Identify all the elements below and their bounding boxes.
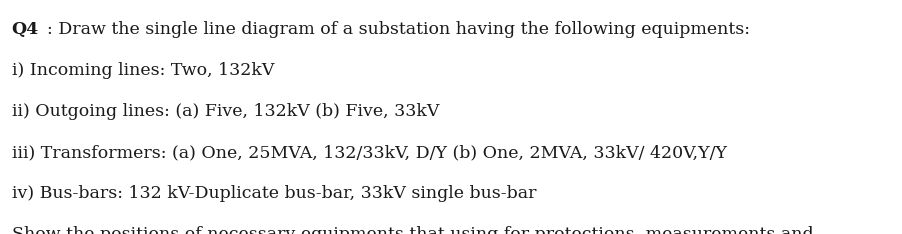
Text: : Draw the single line diagram of a substation having the following equipments:: : Draw the single line diagram of a subs… — [47, 21, 750, 38]
Text: Show the positions of necessary equipments that using for protections, measureme: Show the positions of necessary equipmen… — [12, 226, 814, 234]
Text: Q4: Q4 — [12, 21, 39, 38]
Text: iii) Transformers: (a) One, 25MVA, 132/33kV, D/Y (b) One, 2MVA, 33kV/ 420V,Y/Y: iii) Transformers: (a) One, 25MVA, 132/3… — [12, 144, 727, 161]
Text: iv) Bus-bars: 132 kV-Duplicate bus-bar, 33kV single bus-bar: iv) Bus-bars: 132 kV-Duplicate bus-bar, … — [12, 185, 536, 202]
Text: i) Incoming lines: Two, 132kV: i) Incoming lines: Two, 132kV — [12, 62, 274, 79]
Text: ii) Outgoing lines: (a) Five, 132kV (b) Five, 33kV: ii) Outgoing lines: (a) Five, 132kV (b) … — [12, 103, 439, 120]
